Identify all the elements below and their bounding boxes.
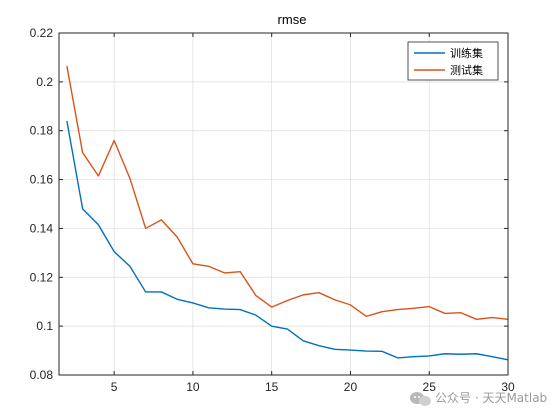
legend-label-train: 训练集 [450,46,483,60]
series-line-test [66,65,509,320]
plot-area: 5 10 15 20 25 30 0.08 0.1 0.12 0.14 0.16 0.18 0.2 0.2… [30,26,515,394]
watermark-text: 公众号 · 天天Matlab [435,391,547,405]
y-tick-label: 0.1 [36,319,53,333]
ticks: 5 10 15 20 25 30 0.08 0.1 0.12 0.14 0.16 0.18 0.2 0.2… [30,26,515,394]
y-tick-label: 0.14 [30,221,54,235]
x-tick-label: 20 [344,380,358,394]
watermark: 公众号 · 天天Matlab [410,391,547,406]
wechat-icon [410,392,431,406]
series-line-train [66,120,509,361]
x-tick-label: 15 [265,380,279,394]
y-tick-label: 0.08 [30,368,54,382]
legend-label-test: 测试集 [450,63,483,77]
axes-background [59,33,508,375]
y-tick-label: 0.2 [36,75,53,89]
y-tick-label: 0.16 [30,173,54,187]
x-tick-label: 25 [423,380,437,394]
x-tick-label: 5 [111,380,118,394]
y-tick-label: 0.18 [30,124,54,138]
series-group [66,65,509,361]
legend-box [407,41,499,81]
axes-box [58,32,509,376]
legend: 训练集 测试集 [407,41,499,81]
y-tick-label: 0.12 [30,270,54,284]
x-tick-label: 10 [186,380,200,394]
y-tick-label: 0.22 [30,26,54,40]
chart-title: rmse [278,12,307,27]
x-tick-label: 30 [501,380,515,394]
